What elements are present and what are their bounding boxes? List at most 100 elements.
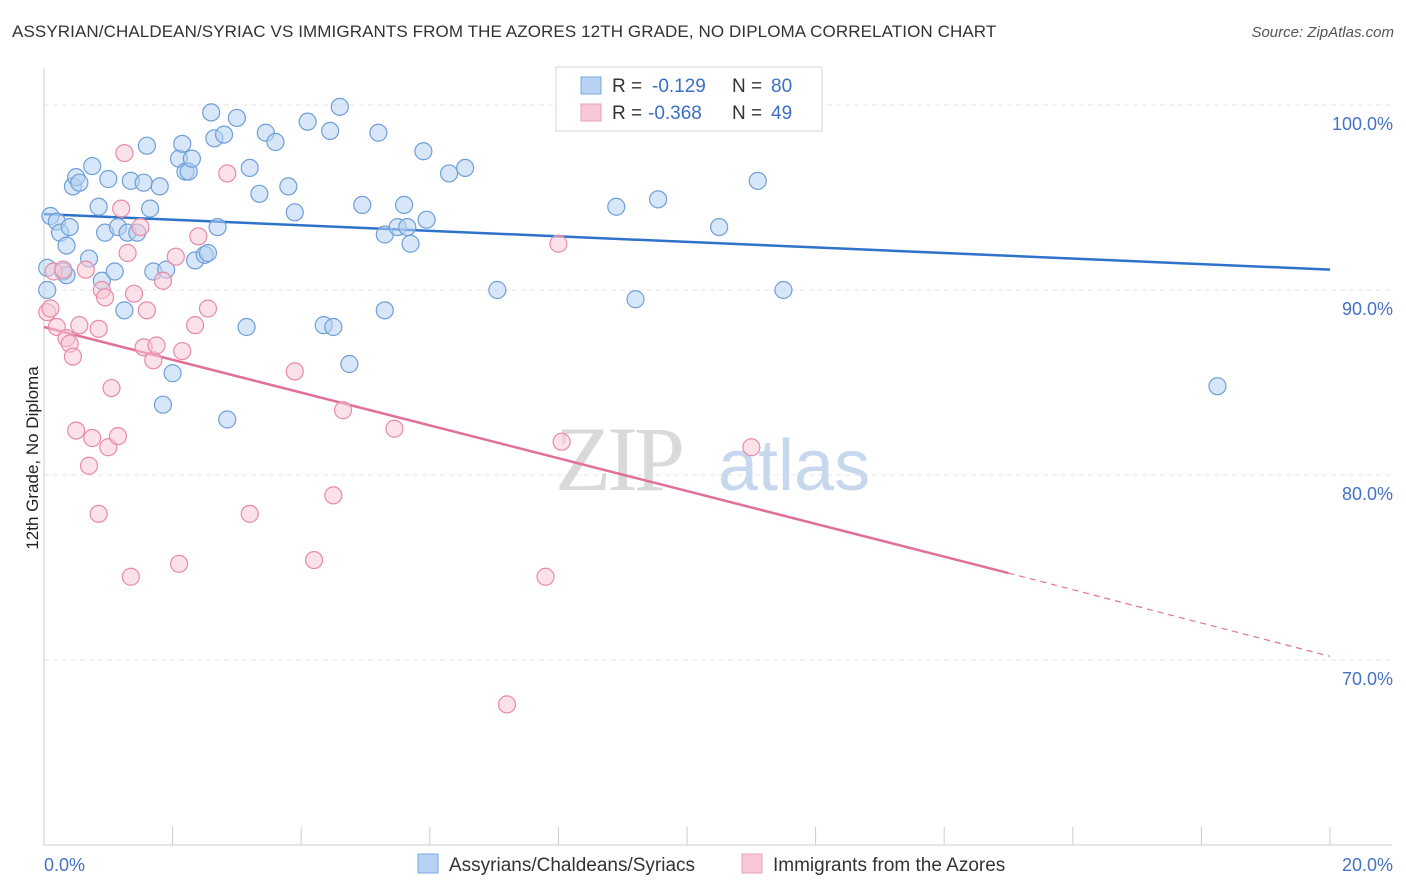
point-assyrians xyxy=(330,97,349,116)
point-assyrians xyxy=(324,317,343,337)
point-assyrians xyxy=(70,173,89,192)
point-azores xyxy=(198,299,218,318)
point-assyrians xyxy=(417,210,436,229)
legend-swatch-azores xyxy=(741,853,763,874)
point-azores xyxy=(153,271,173,290)
stats-r-value-blue: -0.129 xyxy=(652,76,706,97)
point-azores xyxy=(385,419,404,438)
point-assyrians xyxy=(648,190,668,209)
point-assyrians xyxy=(89,197,108,216)
point-azores xyxy=(497,695,517,714)
point-azores xyxy=(79,456,99,475)
point-assyrians xyxy=(456,158,475,177)
point-azores xyxy=(108,427,128,446)
point-assyrians xyxy=(266,132,285,152)
source-label: Source: ZipAtlas.com xyxy=(1251,24,1394,41)
point-assyrians xyxy=(774,280,793,300)
point-azores xyxy=(324,486,343,505)
point-assyrians xyxy=(394,195,414,214)
stats-r-label-blue: R = xyxy=(612,76,642,97)
point-assyrians xyxy=(208,218,227,237)
point-assyrians xyxy=(279,177,298,196)
point-assyrians xyxy=(340,354,359,374)
point-assyrians xyxy=(38,280,57,300)
point-assyrians xyxy=(115,301,134,320)
stats-r-value-pink: -0.368 xyxy=(648,103,702,124)
point-assyrians xyxy=(398,218,417,237)
point-assyrians xyxy=(375,301,394,320)
point-azores xyxy=(112,199,131,218)
point-assyrians xyxy=(439,164,459,183)
point-azores xyxy=(137,301,156,320)
stats-n-value-blue: 80 xyxy=(771,76,792,97)
point-azores xyxy=(115,144,134,163)
point-assyrians xyxy=(57,236,76,255)
point-assyrians xyxy=(163,364,182,383)
point-assyrians xyxy=(60,218,79,237)
point-azores xyxy=(89,319,108,338)
chart-title: ASSYRIAN/CHALDEAN/SYRIAC VS IMMIGRANTS F… xyxy=(12,22,997,41)
point-azores xyxy=(189,227,208,246)
y-tick-label: 80.0% xyxy=(1342,484,1393,504)
point-azores xyxy=(186,316,205,335)
y-axis-title: 12th Grade, No Diploma xyxy=(23,366,42,550)
x-tick-label: 0.0% xyxy=(44,855,85,875)
point-azores xyxy=(166,247,185,266)
watermark-atlas: atlas xyxy=(718,426,870,506)
point-assyrians xyxy=(182,149,201,168)
point-azores xyxy=(333,401,353,420)
point-azores xyxy=(67,421,86,440)
point-azores xyxy=(549,234,568,253)
point-azores xyxy=(89,504,108,523)
point-azores xyxy=(240,504,259,523)
point-azores xyxy=(552,432,571,451)
stats-n-label-blue: N = xyxy=(732,76,762,97)
point-azores xyxy=(63,347,83,366)
point-azores xyxy=(121,567,140,586)
x-tick-label: 20.0% xyxy=(1342,855,1393,875)
point-assyrians xyxy=(202,103,221,122)
point-assyrians xyxy=(1208,377,1227,396)
point-assyrians xyxy=(227,108,246,128)
point-assyrians xyxy=(285,203,304,222)
point-azores xyxy=(173,341,192,361)
point-azores xyxy=(285,362,304,381)
stats-r-label-pink: R = xyxy=(612,103,642,124)
data-points xyxy=(38,97,1227,714)
stats-legend-swatch-pink xyxy=(580,103,602,122)
point-assyrians xyxy=(250,184,269,203)
point-azores xyxy=(95,288,115,307)
legend-swatch-assyrians xyxy=(417,853,439,874)
legend-label-azores: Immigrants from the Azores xyxy=(773,855,1005,876)
point-assyrians xyxy=(414,142,433,161)
point-assyrians xyxy=(321,121,340,140)
point-assyrians xyxy=(137,136,156,155)
point-assyrians xyxy=(488,280,507,300)
y-tick-label: 100.0% xyxy=(1332,114,1393,134)
point-assyrians xyxy=(237,317,256,337)
point-azores xyxy=(147,336,166,355)
trend-lines xyxy=(43,212,1331,657)
y-tick-label: 90.0% xyxy=(1342,299,1393,319)
point-assyrians xyxy=(99,169,118,189)
point-assyrians xyxy=(214,125,234,144)
point-azores xyxy=(54,260,73,279)
point-assyrians xyxy=(150,177,169,196)
point-azores xyxy=(124,284,144,303)
point-assyrians xyxy=(105,262,124,281)
trend-line-azores xyxy=(43,325,1009,575)
stats-n-value-pink: 49 xyxy=(771,103,792,124)
watermark: ZIP atlas xyxy=(555,408,870,510)
point-assyrians xyxy=(134,173,153,192)
point-azores xyxy=(118,243,137,263)
point-azores xyxy=(742,438,761,457)
trend-line-azores-extension xyxy=(1008,572,1331,657)
point-azores xyxy=(76,260,95,279)
grid-lines xyxy=(44,104,1392,661)
point-assyrians xyxy=(140,199,160,218)
y-tick-label: 70.0% xyxy=(1342,669,1393,689)
point-assyrians xyxy=(83,156,102,176)
point-azores xyxy=(131,218,150,237)
point-assyrians xyxy=(748,171,767,190)
